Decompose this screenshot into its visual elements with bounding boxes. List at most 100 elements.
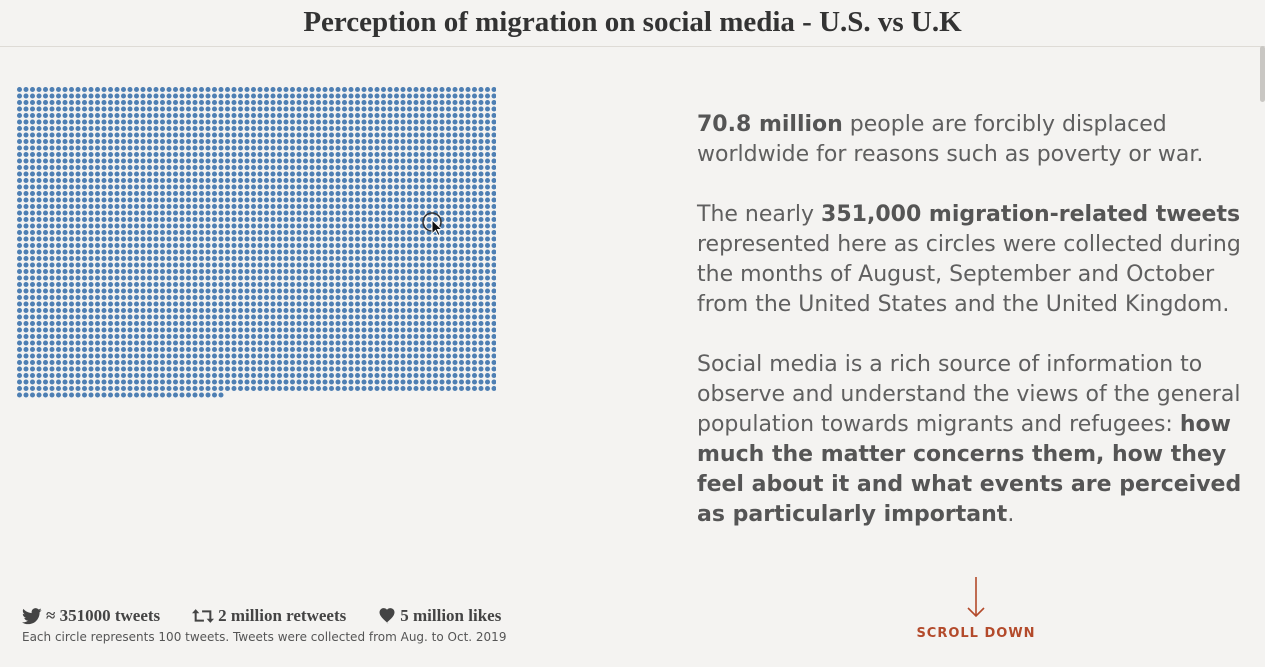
tweet-circle[interactable] bbox=[69, 113, 74, 118]
tweet-circle[interactable] bbox=[491, 87, 497, 92]
tweet-circle[interactable] bbox=[140, 106, 146, 112]
tweet-circle[interactable] bbox=[322, 366, 328, 372]
tweet-circle[interactable] bbox=[108, 217, 113, 222]
tweet-circle[interactable] bbox=[465, 308, 471, 313]
tweet-circle[interactable] bbox=[329, 282, 334, 287]
tweet-circle[interactable] bbox=[75, 347, 81, 352]
tweet-circle[interactable] bbox=[439, 301, 445, 307]
tweet-circle[interactable] bbox=[348, 165, 354, 170]
tweet-circle[interactable] bbox=[394, 100, 399, 105]
tweet-circle[interactable] bbox=[95, 106, 100, 112]
tweet-circle[interactable] bbox=[225, 223, 230, 229]
tweet-circle[interactable] bbox=[82, 308, 87, 313]
tweet-circle[interactable] bbox=[212, 204, 217, 209]
tweet-circle[interactable] bbox=[426, 171, 432, 177]
tweet-circle[interactable] bbox=[30, 230, 35, 235]
tweet-circle[interactable] bbox=[433, 113, 438, 118]
tweet-circle[interactable] bbox=[387, 269, 393, 274]
tweet-circle[interactable] bbox=[335, 353, 341, 359]
tweet-circle[interactable] bbox=[36, 373, 42, 378]
tweet-circle[interactable] bbox=[361, 139, 367, 144]
tweet-circle[interactable] bbox=[394, 256, 399, 261]
tweet-circle[interactable] bbox=[374, 126, 380, 131]
tweet-circle[interactable] bbox=[296, 256, 302, 261]
tweet-circle[interactable] bbox=[251, 353, 256, 359]
tweet-circle[interactable] bbox=[17, 145, 22, 151]
tweet-circle[interactable] bbox=[121, 295, 126, 300]
tweet-circle[interactable] bbox=[407, 243, 412, 248]
tweet-circle[interactable] bbox=[368, 366, 373, 372]
tweet-circle[interactable] bbox=[283, 119, 289, 125]
tweet-circle[interactable] bbox=[342, 340, 347, 346]
tweet-circle[interactable] bbox=[153, 204, 159, 209]
tweet-circle[interactable] bbox=[166, 132, 172, 138]
tweet-circle[interactable] bbox=[95, 275, 100, 281]
tweet-circle[interactable] bbox=[478, 145, 484, 151]
tweet-circle[interactable] bbox=[114, 373, 120, 378]
tweet-circle[interactable] bbox=[309, 145, 315, 151]
tweet-circle[interactable] bbox=[134, 243, 139, 248]
tweet-circle[interactable] bbox=[407, 165, 412, 170]
tweet-circle[interactable] bbox=[218, 308, 224, 313]
tweet-circle[interactable] bbox=[478, 210, 484, 216]
tweet-circle[interactable] bbox=[17, 249, 22, 255]
tweet-circle[interactable] bbox=[88, 353, 94, 359]
tweet-circle[interactable] bbox=[452, 386, 458, 391]
tweet-circle[interactable] bbox=[491, 366, 497, 372]
tweet-circle[interactable] bbox=[49, 249, 55, 255]
tweet-circle[interactable] bbox=[127, 373, 133, 378]
tweet-circle[interactable] bbox=[264, 171, 269, 177]
tweet-circle[interactable] bbox=[420, 210, 425, 216]
tweet-circle[interactable] bbox=[459, 308, 464, 313]
tweet-circle[interactable] bbox=[368, 178, 373, 183]
tweet-circle[interactable] bbox=[472, 288, 477, 294]
tweet-circle[interactable] bbox=[283, 288, 289, 294]
tweet-circle[interactable] bbox=[238, 301, 243, 307]
tweet-circle[interactable] bbox=[160, 210, 165, 216]
tweet-circle[interactable] bbox=[322, 106, 328, 112]
tweet-circle[interactable] bbox=[17, 184, 22, 190]
tweet-circle[interactable] bbox=[173, 184, 178, 190]
tweet-circle[interactable] bbox=[192, 269, 198, 274]
tweet-circle[interactable] bbox=[88, 321, 94, 326]
tweet-circle[interactable] bbox=[121, 178, 126, 183]
tweet-circle[interactable] bbox=[381, 347, 386, 352]
tweet-circle[interactable] bbox=[439, 210, 445, 216]
tweet-circle[interactable] bbox=[231, 256, 237, 261]
tweet-circle[interactable] bbox=[127, 119, 133, 125]
tweet-circle[interactable] bbox=[101, 126, 107, 131]
tweet-circle[interactable] bbox=[244, 249, 250, 255]
tweet-circle[interactable] bbox=[173, 314, 178, 320]
tweet-circle[interactable] bbox=[36, 197, 42, 203]
tweet-circle[interactable] bbox=[192, 197, 198, 203]
tweet-circle[interactable] bbox=[342, 87, 347, 92]
tweet-circle[interactable] bbox=[264, 262, 269, 268]
tweet-circle[interactable] bbox=[361, 249, 367, 255]
tweet-circle[interactable] bbox=[88, 301, 94, 307]
tweet-circle[interactable] bbox=[348, 334, 354, 339]
tweet-circle[interactable] bbox=[101, 145, 107, 151]
tweet-circle[interactable] bbox=[108, 366, 113, 372]
tweet-circle[interactable] bbox=[283, 243, 289, 248]
tweet-circle[interactable] bbox=[407, 275, 412, 281]
tweet-circle[interactable] bbox=[329, 360, 334, 365]
tweet-circle[interactable] bbox=[56, 145, 61, 151]
tweet-circle[interactable] bbox=[283, 132, 289, 138]
tweet-circle[interactable] bbox=[179, 386, 185, 391]
tweet-circle[interactable] bbox=[452, 87, 458, 92]
tweet-circle[interactable] bbox=[296, 178, 302, 183]
tweet-circle[interactable] bbox=[121, 340, 126, 346]
tweet-circle[interactable] bbox=[114, 184, 120, 190]
tweet-circle[interactable] bbox=[69, 340, 74, 346]
tweet-circle[interactable] bbox=[283, 223, 289, 229]
tweet-circle[interactable] bbox=[166, 373, 172, 378]
tweet-circle[interactable] bbox=[491, 269, 497, 274]
tweet-circle[interactable] bbox=[368, 288, 373, 294]
tweet-circle[interactable] bbox=[17, 360, 22, 365]
tweet-circle[interactable] bbox=[231, 243, 237, 248]
tweet-circle[interactable] bbox=[413, 308, 419, 313]
tweet-circle[interactable] bbox=[62, 360, 68, 365]
tweet-circle[interactable] bbox=[374, 145, 380, 151]
tweet-circle[interactable] bbox=[290, 230, 295, 235]
tweet-circle[interactable] bbox=[199, 223, 204, 229]
